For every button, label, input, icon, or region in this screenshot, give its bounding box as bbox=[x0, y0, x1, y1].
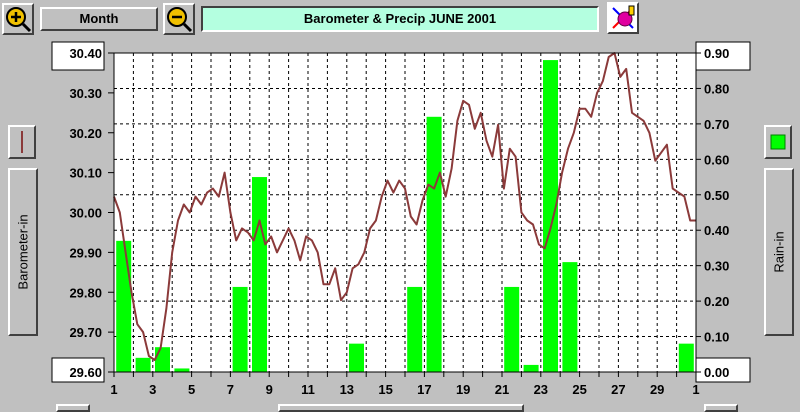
rain-bar bbox=[562, 262, 578, 372]
left-tick-label: 30.30 bbox=[69, 86, 102, 101]
chart-title: Barometer & Precip JUNE 2001 bbox=[201, 6, 599, 32]
left-tick-label: 29.90 bbox=[69, 245, 102, 260]
rain-bar bbox=[232, 286, 248, 372]
x-tick-label: 25 bbox=[572, 382, 586, 397]
right-tick-label: 0.50 bbox=[704, 188, 729, 203]
x-tick-label: 23 bbox=[534, 382, 548, 397]
x-tick-label: 27 bbox=[611, 382, 625, 397]
x-tick-label: 1 bbox=[692, 382, 699, 397]
bottom-left-button[interactable] bbox=[56, 404, 90, 412]
rain-axis-button[interactable]: Rain-in bbox=[764, 168, 794, 336]
zoom-in-button[interactable] bbox=[2, 3, 34, 35]
horizontal-scrollbar[interactable] bbox=[278, 404, 524, 412]
left-tick-label: 30.00 bbox=[69, 206, 102, 221]
rain-bar bbox=[174, 368, 190, 372]
right-top-tick-box bbox=[695, 41, 751, 71]
x-tick-label: 9 bbox=[266, 382, 273, 397]
rain-bar bbox=[523, 364, 539, 372]
rain-bar bbox=[407, 286, 423, 372]
right-tick-label: 0.20 bbox=[704, 294, 729, 309]
bottom-right-button[interactable] bbox=[704, 404, 738, 412]
right-tick-label: 0.10 bbox=[704, 330, 729, 345]
rain-bar-icon bbox=[770, 134, 786, 150]
left-top-tick-box bbox=[51, 41, 105, 71]
x-tick-label: 3 bbox=[149, 382, 156, 397]
right-tick-label: 0.00 bbox=[704, 365, 729, 380]
x-tick-label: 15 bbox=[378, 382, 392, 397]
rain-bar bbox=[678, 343, 694, 372]
rain-bar bbox=[135, 357, 151, 372]
left-tick-label: 30.10 bbox=[69, 166, 102, 181]
left-tick-label: 29.70 bbox=[69, 325, 102, 340]
zoom-out-button[interactable] bbox=[163, 3, 195, 35]
right-tick-label: 0.80 bbox=[704, 81, 729, 96]
zoom-in-magnifier-icon bbox=[6, 7, 32, 33]
right-bottom-tick-box bbox=[695, 357, 751, 383]
rain-bar bbox=[155, 347, 170, 372]
x-tick-label: 21 bbox=[495, 382, 509, 397]
left-tick-label: 29.60 bbox=[69, 365, 102, 380]
rain-bar bbox=[543, 60, 558, 372]
barometer-line bbox=[113, 52, 696, 361]
rain-bar bbox=[116, 240, 132, 372]
x-tick-label: 17 bbox=[417, 382, 431, 397]
paint-options-button[interactable] bbox=[607, 2, 639, 34]
x-tick-label: 19 bbox=[456, 382, 470, 397]
x-tick-label: 7 bbox=[227, 382, 234, 397]
right-tick-label: 0.30 bbox=[704, 259, 729, 274]
barometer-axis-button[interactable]: Barometer-in bbox=[8, 168, 38, 336]
right-tick-label: 0.60 bbox=[704, 152, 729, 167]
period-month-button[interactable]: Month bbox=[40, 7, 158, 31]
zoom-out-magnifier-icon bbox=[167, 7, 193, 33]
x-tick-label: 13 bbox=[340, 382, 354, 397]
rain-bar bbox=[252, 177, 267, 372]
paint-palette-icon bbox=[612, 5, 635, 29]
left-tick-label: 30.20 bbox=[69, 126, 102, 141]
x-tick-label: 29 bbox=[650, 382, 664, 397]
barometer-legend-swatch[interactable] bbox=[8, 125, 36, 159]
right-tick-label: 0.70 bbox=[704, 117, 729, 132]
barometer-line-icon bbox=[21, 131, 23, 153]
left-bottom-tick-box bbox=[51, 357, 105, 383]
x-tick-label: 11 bbox=[301, 382, 315, 397]
rain-bar bbox=[426, 116, 442, 372]
rain-bar bbox=[349, 343, 364, 372]
left-tick-label: 29.80 bbox=[69, 285, 102, 300]
rain-bar bbox=[504, 286, 520, 372]
x-tick-label: 1 bbox=[110, 382, 117, 397]
left-tick-label: 30.40 bbox=[69, 46, 102, 61]
rain-legend-swatch[interactable] bbox=[764, 125, 792, 159]
right-tick-label: 0.40 bbox=[704, 223, 729, 238]
x-tick-label: 5 bbox=[188, 382, 195, 397]
right-tick-label: 0.90 bbox=[704, 46, 729, 61]
